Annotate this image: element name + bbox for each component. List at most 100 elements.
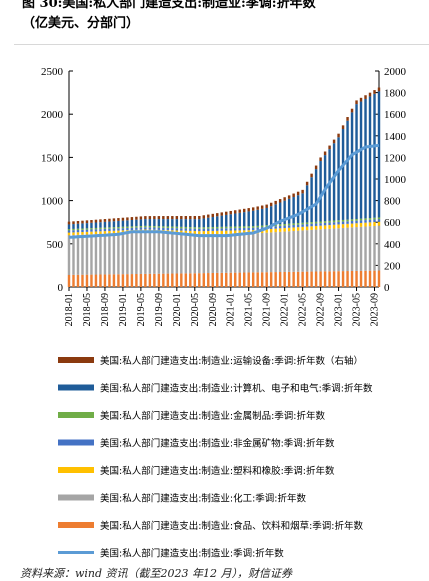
bar-metal bbox=[314, 221, 318, 224]
bar-computer bbox=[175, 219, 179, 227]
bar-nonmetal bbox=[126, 227, 129, 231]
bar-plastic bbox=[274, 228, 277, 233]
bar-plastic bbox=[207, 230, 210, 235]
bar-nonmetal bbox=[130, 227, 134, 231]
bar-food bbox=[72, 274, 75, 287]
bar-metal bbox=[292, 223, 295, 225]
y-left-tick-label: 500 bbox=[47, 239, 64, 251]
bar-food bbox=[135, 274, 138, 287]
y-left-tick-label: 2500 bbox=[41, 66, 64, 78]
bar-computer bbox=[81, 223, 84, 229]
bar-plastic bbox=[225, 230, 228, 234]
bar-chemical bbox=[171, 233, 174, 274]
bar-plastic bbox=[265, 229, 268, 233]
bar-transport bbox=[251, 207, 255, 211]
bar-nonmetal bbox=[251, 227, 255, 231]
bar-food bbox=[81, 274, 84, 287]
bar-transport bbox=[314, 165, 318, 170]
bar-transport bbox=[175, 216, 179, 220]
y-left-tick-label: 1500 bbox=[41, 152, 64, 164]
x-tick-label: 2023-05 bbox=[352, 293, 363, 326]
bar-transport bbox=[269, 202, 273, 207]
bar-transport bbox=[198, 215, 201, 220]
bar-food bbox=[76, 274, 80, 287]
bar-nonmetal bbox=[373, 219, 376, 223]
bar-metal bbox=[310, 222, 313, 224]
bar-nonmetal bbox=[166, 227, 170, 231]
bar-plastic bbox=[108, 230, 111, 234]
bar-chemical bbox=[229, 233, 232, 273]
x-tick-label: 2022-09 bbox=[316, 293, 327, 326]
bar-metal bbox=[337, 220, 340, 222]
bar-nonmetal bbox=[323, 222, 327, 226]
bar-transport bbox=[99, 219, 102, 223]
bar-food bbox=[198, 273, 201, 287]
bar-plastic bbox=[341, 224, 345, 228]
bar-nonmetal bbox=[225, 228, 228, 231]
bar-nonmetal bbox=[198, 228, 201, 232]
bar-metal bbox=[153, 226, 156, 228]
bar-metal bbox=[85, 228, 89, 230]
bar-food bbox=[368, 270, 372, 287]
bar-nonmetal bbox=[319, 223, 322, 226]
bar-computer bbox=[67, 224, 71, 230]
bar-nonmetal bbox=[216, 228, 219, 231]
bar-food bbox=[216, 272, 219, 287]
bar-metal bbox=[283, 224, 286, 226]
bar-food bbox=[189, 273, 192, 287]
bar-transport bbox=[368, 92, 372, 97]
bar-nonmetal bbox=[175, 228, 179, 231]
bar-chemical bbox=[121, 233, 125, 275]
bar-nonmetal bbox=[157, 227, 161, 230]
bar-transport bbox=[323, 151, 327, 156]
bar-food bbox=[121, 274, 125, 287]
bar-computer bbox=[139, 219, 143, 227]
bar-nonmetal bbox=[296, 224, 300, 228]
bar-computer bbox=[94, 222, 98, 228]
bar-transport bbox=[274, 200, 277, 205]
bar-chemical bbox=[287, 231, 291, 272]
bar-chemical bbox=[328, 228, 331, 272]
bar-chemical bbox=[67, 235, 71, 275]
bar-food bbox=[148, 273, 152, 287]
bar-chemical bbox=[373, 225, 376, 271]
bar-food bbox=[283, 271, 286, 287]
bar-transport bbox=[337, 133, 340, 138]
bar-chemical bbox=[337, 228, 340, 272]
bar-metal bbox=[373, 217, 376, 220]
bar-computer bbox=[144, 219, 147, 226]
bar-nonmetal bbox=[153, 227, 156, 230]
bar-plastic bbox=[189, 230, 192, 234]
bar-metal bbox=[117, 226, 120, 229]
bar-computer bbox=[238, 212, 241, 227]
bar-computer bbox=[319, 161, 322, 222]
bar-transport bbox=[67, 221, 71, 225]
bar-nonmetal bbox=[341, 221, 345, 225]
bar-computer bbox=[211, 217, 214, 228]
bar-plastic bbox=[216, 230, 219, 235]
y-right-tick-label: 800 bbox=[384, 196, 401, 208]
bar-metal bbox=[341, 219, 345, 222]
bar-metal bbox=[350, 219, 354, 222]
legend-swatch-metal bbox=[58, 412, 94, 418]
legend-label-nonmetal: 美国:私人部门建造支出:制造业:非金属矿物:季调:折年数 bbox=[100, 438, 335, 450]
bar-transport bbox=[234, 210, 237, 214]
bar-food bbox=[260, 272, 264, 287]
bar-computer bbox=[355, 104, 358, 220]
bar-nonmetal bbox=[144, 227, 147, 230]
bar-computer bbox=[234, 213, 237, 227]
bar-food bbox=[166, 273, 170, 287]
bar-chemical bbox=[292, 230, 295, 272]
bar-metal bbox=[189, 227, 192, 229]
bar-metal bbox=[225, 226, 228, 229]
bar-nonmetal bbox=[292, 224, 295, 228]
x-tick-label: 2020-05 bbox=[190, 293, 201, 326]
bar-computer bbox=[193, 219, 197, 228]
bar-nonmetal bbox=[94, 229, 98, 232]
bar-metal bbox=[287, 223, 291, 226]
bar-plastic bbox=[234, 230, 237, 234]
bar-transport bbox=[135, 216, 138, 220]
source-note: 资料来源：wind 资讯（截至2023 年12 月），财信证券 bbox=[20, 567, 293, 580]
y-right-tick-label: 1800 bbox=[384, 88, 407, 100]
bar-nonmetal bbox=[207, 228, 210, 231]
